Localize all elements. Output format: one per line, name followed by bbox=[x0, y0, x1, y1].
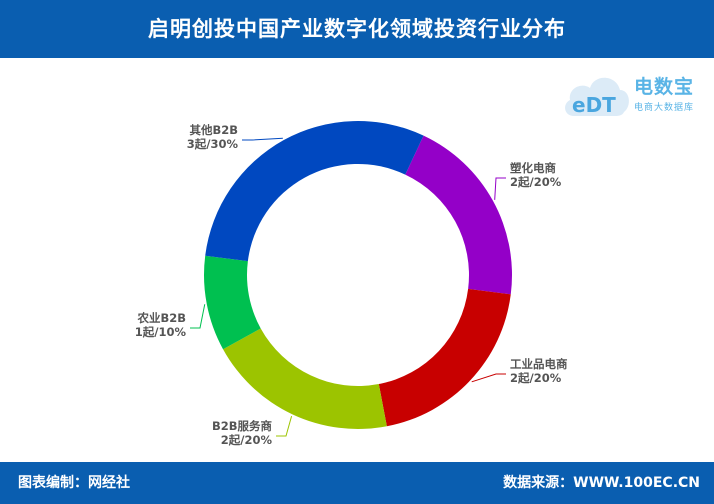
footer-bar: 图表编制：网经社 数据来源：WWW.100EC.CN bbox=[0, 462, 714, 504]
leader-line-3 bbox=[276, 416, 293, 437]
slice-category-label-1: 塑化电商 bbox=[510, 161, 556, 175]
donut-slice-1 bbox=[405, 135, 512, 295]
slice-category-label-3: B2B服务商 bbox=[212, 419, 273, 433]
leader-line-2 bbox=[471, 373, 506, 383]
donut-slice-5 bbox=[205, 120, 424, 262]
slice-value-label-5: 3起/30% bbox=[187, 137, 239, 151]
slice-value-label-3: 2起/20% bbox=[221, 433, 273, 447]
slice-value-label-4: 1起/10% bbox=[135, 325, 187, 339]
chart-title: 启明创投中国产业数字化领域投资行业分布 bbox=[148, 17, 566, 41]
logo-mark: eDT bbox=[572, 93, 616, 117]
logo-name: 电数宝 bbox=[634, 76, 695, 98]
footer-credit: 图表编制：网经社 bbox=[18, 475, 130, 491]
leader-line-4 bbox=[190, 304, 206, 329]
donut-slice-3 bbox=[223, 328, 387, 430]
footer-source: 数据来源：WWW.100EC.CN bbox=[503, 475, 700, 491]
slice-value-label-1: 2起/20% bbox=[510, 175, 562, 189]
logo-subtitle: 电商大数据库 bbox=[634, 103, 695, 113]
slice-category-label-2: 工业品电商 bbox=[510, 357, 568, 371]
leader-line-5 bbox=[242, 137, 283, 141]
leader-line-1 bbox=[494, 177, 506, 200]
cloud-logo-icon: eDT bbox=[565, 77, 629, 117]
edt-logo: eDT 电数宝 电商大数据库 bbox=[562, 66, 712, 124]
header-bar: 启明创投中国产业数字化领域投资行业分布 bbox=[0, 0, 714, 58]
slice-value-label-2: 2起/20% bbox=[510, 371, 562, 385]
donut-chart: 塑化电商2起/20%工业品电商2起/20%B2B服务商2起/20%农业B2B1起… bbox=[135, 120, 568, 447]
slice-category-label-5: 其他B2B bbox=[189, 123, 238, 137]
donut-slice-2 bbox=[378, 288, 511, 427]
donut-slice-4 bbox=[204, 255, 261, 350]
slice-category-label-4: 农业B2B bbox=[136, 311, 186, 325]
